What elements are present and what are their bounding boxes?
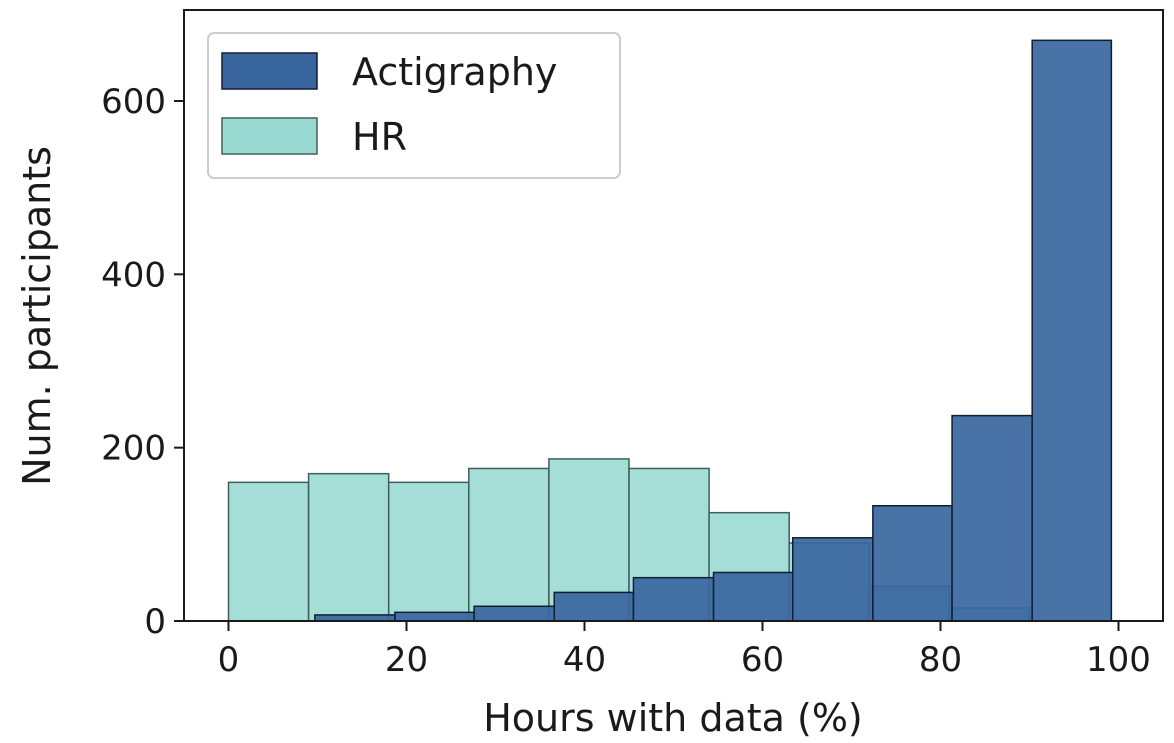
bar-actigraphy-8: [951, 414, 1033, 622]
y-tick-label-0: 0: [144, 602, 166, 642]
bar-hr-3: [468, 467, 550, 622]
bar-actigraphy-5: [712, 571, 794, 622]
y-axis-label: Num. participants: [15, 146, 59, 486]
x-tick-label-60: 60: [741, 640, 784, 680]
x-tick-label-80: 80: [919, 640, 962, 680]
legend-swatch-hr: [221, 117, 318, 155]
bar-actigraphy-9: [1031, 39, 1113, 622]
y-tick-label-200: 200: [101, 429, 166, 469]
bar-actigraphy-4: [632, 576, 715, 622]
x-tick-label-0: 0: [218, 640, 240, 680]
legend: Actigraphy HR: [207, 32, 621, 179]
plot-frame: [183, 9, 1164, 622]
bar-hr-0: [227, 481, 310, 622]
y-tick-label-400: 400: [101, 255, 166, 295]
bars-layer: [227, 39, 1113, 622]
bar-actigraphy-2: [473, 605, 555, 622]
y-tick-label-600: 600: [101, 82, 166, 122]
bar-actigraphy-6: [792, 537, 874, 622]
bar-actigraphy-1: [394, 611, 475, 622]
x-tick-label-100: 100: [1086, 640, 1151, 680]
ticks-layer: 0 20 40 60 80 100 0 200 400 600: [101, 82, 1151, 680]
x-tick-label-20: 20: [385, 640, 428, 680]
legend-swatch-actigraphy: [221, 52, 318, 90]
x-axis-label: Hours with data (%): [483, 696, 863, 740]
bar-hr-1: [307, 472, 390, 622]
bar-actigraphy-3: [553, 591, 635, 622]
bar-actigraphy-7: [872, 504, 953, 622]
x-tick-label-40: 40: [563, 640, 606, 680]
bar-hr-2: [387, 481, 470, 622]
legend-label-hr: HR: [352, 115, 407, 159]
legend-label-actigraphy: Actigraphy: [352, 50, 557, 94]
